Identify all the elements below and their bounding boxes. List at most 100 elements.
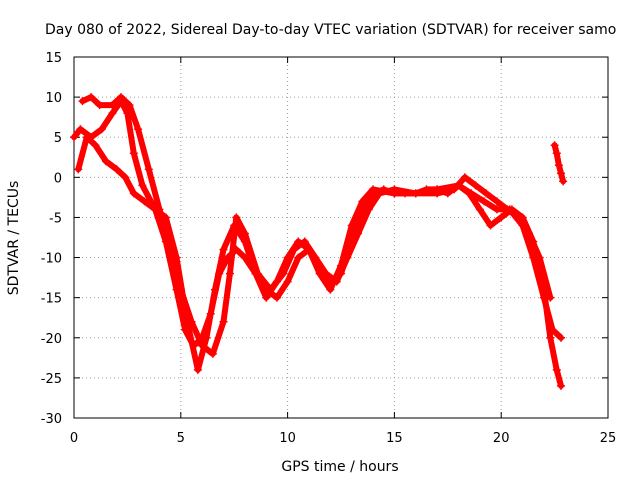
data-point-marker xyxy=(202,333,211,342)
y-tick-label: 10 xyxy=(45,91,62,106)
data-point-marker xyxy=(332,277,341,286)
data-point-marker xyxy=(486,221,495,230)
data-point-marker xyxy=(116,93,125,102)
data-point-marker xyxy=(375,189,384,198)
data-point-marker xyxy=(193,365,202,374)
x-tick-label: 10 xyxy=(279,431,296,446)
data-point-marker xyxy=(552,365,561,374)
data-point-marker xyxy=(78,97,87,106)
data-point-marker xyxy=(557,333,566,342)
data-point-marker xyxy=(125,101,134,110)
data-point-marker xyxy=(354,229,363,238)
data-point-marker xyxy=(546,333,555,342)
data-point-marker xyxy=(471,181,480,190)
data-point-marker xyxy=(208,349,217,358)
y-tick-label: -15 xyxy=(41,292,62,307)
data-point-marker xyxy=(326,285,335,294)
data-point-marker xyxy=(311,253,320,262)
x-tick-label: 20 xyxy=(493,431,510,446)
data-point-marker xyxy=(554,161,563,170)
data-point-marker xyxy=(460,173,469,182)
data-point-marker xyxy=(467,189,476,198)
data-point-marker xyxy=(514,213,523,222)
data-point-marker xyxy=(91,141,100,150)
data-point-marker xyxy=(129,149,138,158)
chart-title: Day 080 of 2022, Sidereal Day-to-day VTE… xyxy=(45,22,616,38)
data-point-marker xyxy=(300,237,309,246)
data-point-marker xyxy=(322,269,331,278)
data-point-marker xyxy=(198,341,207,350)
data-point-marker xyxy=(74,165,83,174)
y-tick-label: -20 xyxy=(41,332,62,347)
data-point-marker xyxy=(232,213,241,222)
data-point-marker xyxy=(187,317,196,326)
data-point-marker xyxy=(364,205,373,214)
data-point-marker xyxy=(482,189,491,198)
x-axis-label: GPS time / hours xyxy=(281,459,398,475)
data-point-marker xyxy=(369,185,378,194)
y-tick-label: -10 xyxy=(41,252,62,267)
data-point-marker xyxy=(552,149,561,158)
data-point-marker xyxy=(82,133,91,142)
y-tick-label: 15 xyxy=(45,51,62,66)
data-point-marker xyxy=(290,245,299,254)
data-point-marker xyxy=(176,285,185,294)
data-point-marker xyxy=(70,133,78,142)
y-tick-label: 5 xyxy=(54,131,62,146)
data-point-marker xyxy=(219,317,228,326)
data-point-marker xyxy=(134,125,143,134)
x-tick-label: 25 xyxy=(600,431,617,446)
data-point-marker xyxy=(279,269,288,278)
data-point-marker xyxy=(492,205,501,214)
data-point-marker xyxy=(108,109,117,118)
series-line-track-1 xyxy=(71,98,564,389)
data-point-marker xyxy=(548,325,557,334)
data-point-marker xyxy=(262,293,271,302)
data-point-marker xyxy=(225,269,234,278)
data-point-marker xyxy=(557,169,566,178)
data-point-marker xyxy=(358,197,367,206)
data-point-marker xyxy=(240,229,249,238)
data-point-marker xyxy=(294,253,303,262)
data-point-marker xyxy=(266,285,275,294)
data-point-marker xyxy=(559,177,568,186)
data-point-marker xyxy=(492,197,501,206)
series-line-track-3 xyxy=(79,94,554,357)
data-point-marker xyxy=(108,101,117,110)
data-point-marker xyxy=(155,205,164,214)
y-tick-label: 0 xyxy=(54,171,62,186)
data-series xyxy=(70,93,568,390)
plot-frame xyxy=(73,56,609,419)
data-point-marker xyxy=(450,185,459,194)
x-tick-label: 15 xyxy=(386,431,403,446)
data-point-marker xyxy=(166,237,175,246)
data-point-marker xyxy=(497,213,506,222)
data-point-marker xyxy=(546,293,555,302)
data-point-marker xyxy=(121,173,130,182)
data-point-marker xyxy=(112,165,121,174)
data-point-marker xyxy=(343,253,352,262)
data-point-marker xyxy=(390,185,399,194)
data-point-marker xyxy=(76,125,85,134)
y-tick-label: -5 xyxy=(49,211,62,226)
data-point-marker xyxy=(503,205,512,214)
data-point-marker xyxy=(102,157,111,166)
axis-ticks: 0 5 10 15 20 25 15 10 5 0 -5 -10 -15 -20 -25 -30 xyxy=(41,51,617,446)
x-tick-label: 0 xyxy=(70,431,78,446)
data-point-marker xyxy=(433,189,442,198)
data-point-marker xyxy=(95,101,104,110)
data-point-marker xyxy=(219,245,228,254)
data-point-marker xyxy=(557,381,566,390)
data-point-marker xyxy=(480,197,489,206)
data-point-marker xyxy=(97,125,106,134)
data-point-marker xyxy=(129,189,138,198)
data-point-marker xyxy=(411,189,420,198)
data-point-marker xyxy=(524,229,533,238)
y-axis-label: SDTVAR / TECUs xyxy=(6,181,22,296)
data-point-marker xyxy=(475,205,484,214)
data-point-marker xyxy=(210,285,219,294)
data-point-marker xyxy=(144,165,153,174)
x-tick-label: 5 xyxy=(177,431,185,446)
data-point-marker xyxy=(253,269,262,278)
data-point-marker xyxy=(535,253,544,262)
